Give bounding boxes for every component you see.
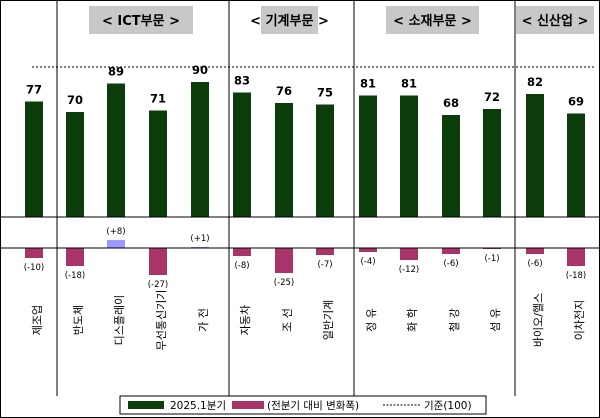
bar-level <box>483 109 501 217</box>
value-label: 81 <box>401 77 417 91</box>
legend-label-change: (전분기 대비 변화폭) <box>267 400 359 412</box>
bar-level <box>567 113 585 217</box>
change-label: (+1) <box>190 234 209 244</box>
bar-change <box>400 248 418 260</box>
bar-change <box>442 248 460 254</box>
category-label: 디스플레이 <box>113 295 126 346</box>
bar-change <box>567 248 585 266</box>
category-label: 제조업 <box>31 305 44 335</box>
value-label: 71 <box>150 92 166 106</box>
bar-level <box>66 112 84 217</box>
category-label: 철 강 <box>448 308 461 332</box>
value-label: 75 <box>317 86 333 100</box>
bar-change <box>275 248 293 273</box>
section-header-box <box>386 6 479 34</box>
section-header: < 기계부문 > <box>250 14 329 29</box>
bar-level <box>191 82 209 217</box>
section-header-box <box>89 6 193 34</box>
value-label: 76 <box>276 84 292 98</box>
bar-change <box>316 248 334 255</box>
bar-change <box>233 248 251 256</box>
value-label: 81 <box>360 77 376 91</box>
legend-label-level: 2025.1분기 <box>170 400 226 412</box>
bar-level <box>275 103 293 217</box>
bar-level <box>149 110 167 217</box>
value-label: 77 <box>26 83 42 97</box>
legend-swatch-change <box>232 401 264 409</box>
section-header: < ICT부문 > <box>102 14 180 29</box>
change-label: (-12) <box>399 265 420 275</box>
category-label: 바이오/헬스 <box>532 293 545 347</box>
change-label: (-6) <box>527 259 542 269</box>
bar-level <box>233 92 251 217</box>
bar-level <box>107 83 125 217</box>
change-label: (-7) <box>317 260 332 270</box>
change-label: (-8) <box>234 261 249 271</box>
value-label: 72 <box>484 90 500 104</box>
value-label: 90 <box>192 63 208 77</box>
bar-level <box>442 115 460 217</box>
legend-swatch-level <box>128 401 164 409</box>
change-label: (-10) <box>24 263 45 273</box>
category-label: 일반기계 <box>321 300 335 340</box>
value-label: 70 <box>67 93 83 107</box>
value-label: 83 <box>234 74 250 88</box>
change-label: (-18) <box>566 271 587 281</box>
change-label: (-27) <box>148 280 169 290</box>
bar-change <box>149 248 167 275</box>
value-label: 82 <box>527 75 543 89</box>
legend-box <box>119 395 487 415</box>
value-label: 89 <box>108 65 124 79</box>
bar-change <box>107 240 125 248</box>
category-label: 반도체 <box>72 305 85 335</box>
category-label: 자동차 <box>239 305 252 335</box>
section-header-box <box>516 6 594 34</box>
category-label: 가 전 <box>197 308 210 332</box>
category-label: 조 선 <box>281 308 294 332</box>
change-label: (-25) <box>274 278 295 288</box>
bar-level <box>359 95 377 217</box>
bar-level <box>400 95 418 217</box>
category-label: 화 학 <box>406 308 419 332</box>
value-label: 68 <box>443 96 459 110</box>
section-header: < 소재부문 > <box>393 14 472 29</box>
value-label: 69 <box>568 95 584 109</box>
section-header: < 신산업 > <box>522 13 589 29</box>
category-label: 섬 유 <box>489 308 502 332</box>
bar-level <box>526 94 544 217</box>
section-header-box <box>261 6 318 34</box>
bar-change <box>25 248 43 258</box>
bar-level <box>25 101 43 217</box>
change-label: (-18) <box>65 271 86 281</box>
legend: 2025.1분기 (전분기 대비 변화폭) 기준(100) <box>119 395 487 415</box>
category-label: 이차전지 <box>573 300 586 340</box>
bar-level <box>316 104 334 217</box>
legend-label-reference: 기준(100) <box>424 400 472 412</box>
category-label: 무선통신기기 <box>155 290 168 351</box>
bar-change <box>526 248 544 254</box>
bar-change <box>66 248 84 266</box>
change-label: (-1) <box>484 254 499 264</box>
bar-change <box>359 248 377 252</box>
change-label: (-6) <box>443 259 458 269</box>
change-label: (+8) <box>106 227 125 237</box>
category-label: 정 유 <box>365 308 378 332</box>
change-label: (-4) <box>360 257 375 267</box>
